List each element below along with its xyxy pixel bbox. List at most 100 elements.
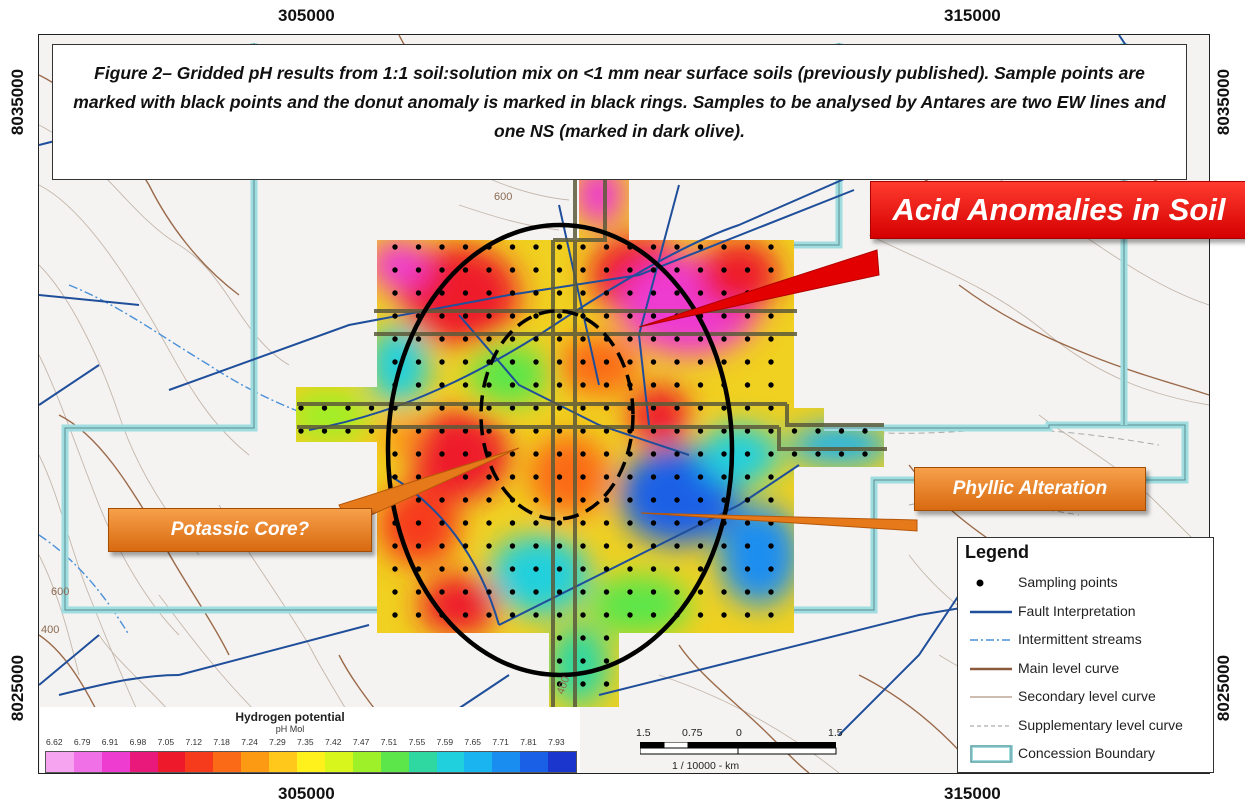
colorbar-segment xyxy=(548,752,577,772)
sampling-point xyxy=(580,681,586,687)
sampling-point xyxy=(603,474,610,480)
sampling-point xyxy=(768,267,774,273)
sampling-point xyxy=(462,428,469,434)
colorbar-tick-label: 7.81 xyxy=(520,737,537,747)
sampling-point xyxy=(627,612,633,618)
sampling-point xyxy=(415,267,422,273)
sampling-point xyxy=(533,336,539,342)
colorbar-segment xyxy=(157,752,186,772)
coord-left-top: 8035000 xyxy=(8,68,28,136)
colorbar-segment xyxy=(380,752,410,772)
sampling-point xyxy=(580,589,586,595)
sampling-point xyxy=(439,451,445,457)
sampling-point xyxy=(392,474,398,480)
sampling-point xyxy=(462,405,469,411)
sampling-point xyxy=(721,336,727,342)
coord-right-bottom: 8025000 xyxy=(1214,654,1234,722)
sampling-point xyxy=(392,359,398,365)
scale-bar-graphic xyxy=(640,742,837,755)
sampling-point xyxy=(556,244,563,250)
sampling-point xyxy=(533,382,539,388)
sampling-point xyxy=(486,497,492,503)
sampling-point xyxy=(744,451,751,457)
sampling-point xyxy=(439,336,445,342)
sampling-point xyxy=(556,681,563,687)
sampling-point xyxy=(509,589,516,595)
sampling-point xyxy=(791,428,798,434)
sampling-point xyxy=(650,474,657,480)
sampling-point xyxy=(415,497,422,503)
sampling-point xyxy=(838,428,845,434)
sampling-point xyxy=(603,520,610,526)
sampling-point xyxy=(439,566,445,572)
sampling-point xyxy=(627,589,633,595)
sampling-point xyxy=(744,497,751,503)
sampling-point xyxy=(650,566,657,572)
legend-item: Intermittent streams xyxy=(958,629,1213,651)
sampling-point xyxy=(674,244,680,250)
sampling-point xyxy=(462,382,469,388)
sampling-point xyxy=(650,290,657,296)
sampling-point xyxy=(486,474,492,480)
sampling-point xyxy=(674,520,680,526)
sampling-point xyxy=(509,612,516,618)
sampling-point xyxy=(627,474,633,480)
contour-label: 600 xyxy=(494,191,512,203)
sampling-point xyxy=(697,497,704,503)
colorbar-tick-label: 7.71 xyxy=(492,737,509,747)
sampling-point xyxy=(744,520,751,526)
colorbar-segment xyxy=(241,752,270,772)
sampling-point xyxy=(862,451,868,457)
sampling-point xyxy=(580,382,586,388)
sampling-point xyxy=(509,543,516,549)
sampling-point xyxy=(486,290,492,296)
sampling-point xyxy=(650,520,657,526)
sampling-point xyxy=(744,359,751,365)
sampling-point xyxy=(721,566,727,572)
sampling-point xyxy=(321,405,328,411)
sampling-point xyxy=(509,313,516,319)
colorbar-tick-label: 6.79 xyxy=(73,737,91,747)
sampling-point xyxy=(721,451,727,457)
sampling-point xyxy=(533,474,539,480)
legend-dashdot-icon xyxy=(970,631,1014,649)
sampling-point xyxy=(603,658,610,664)
sampling-point xyxy=(415,244,422,250)
legend-item: Main level curve xyxy=(958,658,1213,680)
sampling-point xyxy=(627,336,633,342)
donut-anomaly xyxy=(385,222,735,678)
colorbar-segment xyxy=(436,752,465,772)
sampling-point xyxy=(392,244,398,250)
colorbar-segment xyxy=(46,752,75,772)
sampling-point xyxy=(415,589,422,595)
legend-item-label: Supplementary level curve xyxy=(1018,716,1183,733)
sampling-point xyxy=(768,497,774,503)
sampling-point xyxy=(768,543,774,549)
sampling-point xyxy=(603,313,610,319)
sampling-point xyxy=(486,405,492,411)
sampling-point xyxy=(580,635,586,641)
sampling-point xyxy=(462,359,469,365)
sampling-point xyxy=(697,244,704,250)
sampling-point xyxy=(744,543,751,549)
legend-item: Sampling points xyxy=(958,572,1213,594)
colorbar-segment xyxy=(352,752,382,772)
sampling-point xyxy=(603,405,610,411)
callout-pointers xyxy=(338,249,918,532)
sampling-point xyxy=(674,382,680,388)
sampling-point xyxy=(509,336,516,342)
sampling-point xyxy=(721,589,727,595)
sampling-point xyxy=(768,313,774,319)
colorbar-tick-label: 7.35 xyxy=(297,737,314,747)
sampling-point xyxy=(603,451,610,457)
coord-right-top: 8035000 xyxy=(1214,68,1234,136)
legend-item: Fault Interpretation xyxy=(958,601,1213,623)
legend-dot-icon xyxy=(970,574,1014,592)
sampling-point xyxy=(415,359,422,365)
sampling-point xyxy=(627,497,633,503)
sampling-point xyxy=(674,543,680,549)
sampling-point xyxy=(674,589,680,595)
sampling-point xyxy=(533,520,539,526)
sampling-point xyxy=(486,428,492,434)
sampling-point xyxy=(697,612,704,618)
